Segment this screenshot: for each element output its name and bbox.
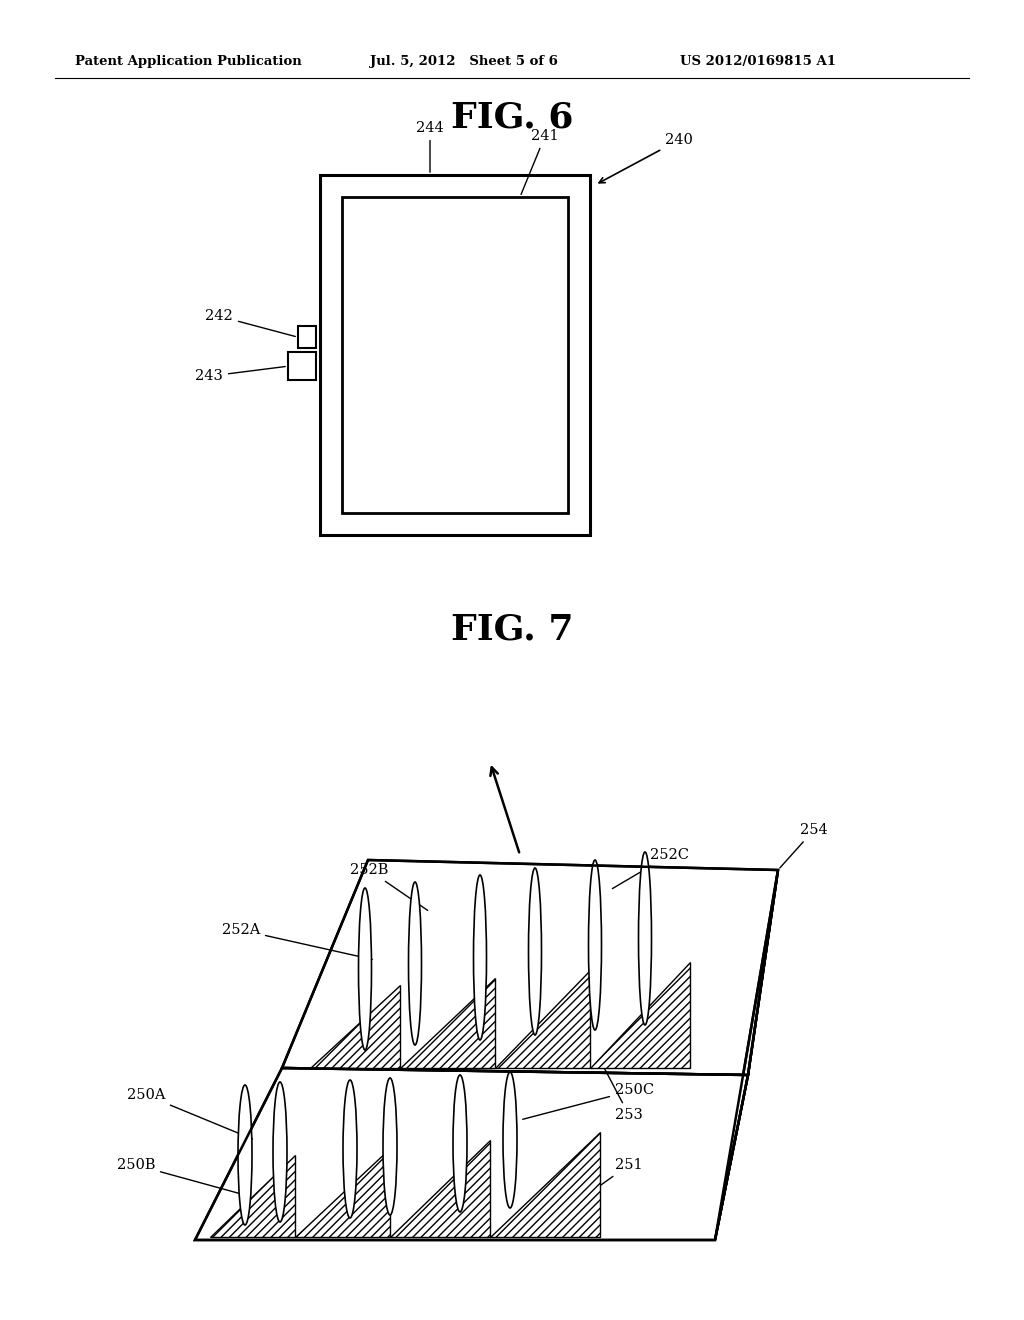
- Polygon shape: [195, 1068, 748, 1239]
- Text: 250A: 250A: [127, 1088, 253, 1139]
- Ellipse shape: [503, 1072, 517, 1208]
- Ellipse shape: [528, 869, 542, 1035]
- Text: 250C: 250C: [522, 1082, 654, 1119]
- Ellipse shape: [273, 1082, 287, 1222]
- Ellipse shape: [589, 861, 601, 1030]
- Bar: [319, 176, 590, 535]
- Text: FIG. 6: FIG. 6: [451, 102, 573, 135]
- Text: 254: 254: [780, 822, 827, 869]
- Text: 252B: 252B: [349, 863, 428, 911]
- Text: 240: 240: [599, 133, 693, 182]
- Text: 251: 251: [583, 1158, 643, 1199]
- Polygon shape: [715, 870, 778, 1239]
- Polygon shape: [400, 978, 495, 1068]
- Ellipse shape: [343, 1080, 357, 1218]
- Text: Patent Application Publication: Patent Application Publication: [75, 55, 302, 69]
- Polygon shape: [390, 1140, 490, 1237]
- Text: 243: 243: [196, 367, 286, 383]
- Polygon shape: [590, 962, 690, 1068]
- Text: 252C: 252C: [612, 847, 689, 888]
- Text: 253: 253: [601, 1063, 643, 1122]
- Text: 250B: 250B: [117, 1158, 243, 1195]
- Ellipse shape: [383, 1078, 397, 1214]
- Polygon shape: [495, 970, 590, 1068]
- Polygon shape: [490, 1133, 600, 1237]
- Bar: [288, 352, 316, 380]
- Bar: [342, 197, 568, 513]
- Text: Jul. 5, 2012   Sheet 5 of 6: Jul. 5, 2012 Sheet 5 of 6: [370, 55, 558, 69]
- Bar: [298, 326, 316, 348]
- Text: US 2012/0169815 A1: US 2012/0169815 A1: [680, 55, 836, 69]
- Ellipse shape: [453, 1074, 467, 1212]
- Ellipse shape: [473, 875, 486, 1040]
- Text: 252A: 252A: [221, 923, 373, 960]
- Polygon shape: [282, 861, 778, 1074]
- Text: 242: 242: [205, 309, 295, 337]
- Ellipse shape: [238, 1085, 252, 1225]
- Text: 241: 241: [521, 129, 559, 194]
- Polygon shape: [210, 1155, 295, 1237]
- Ellipse shape: [409, 882, 422, 1045]
- Ellipse shape: [639, 851, 651, 1026]
- Polygon shape: [295, 1148, 390, 1237]
- Text: FIG. 7: FIG. 7: [451, 612, 573, 647]
- Ellipse shape: [358, 888, 372, 1049]
- Polygon shape: [310, 985, 400, 1068]
- Text: 244: 244: [416, 121, 443, 172]
